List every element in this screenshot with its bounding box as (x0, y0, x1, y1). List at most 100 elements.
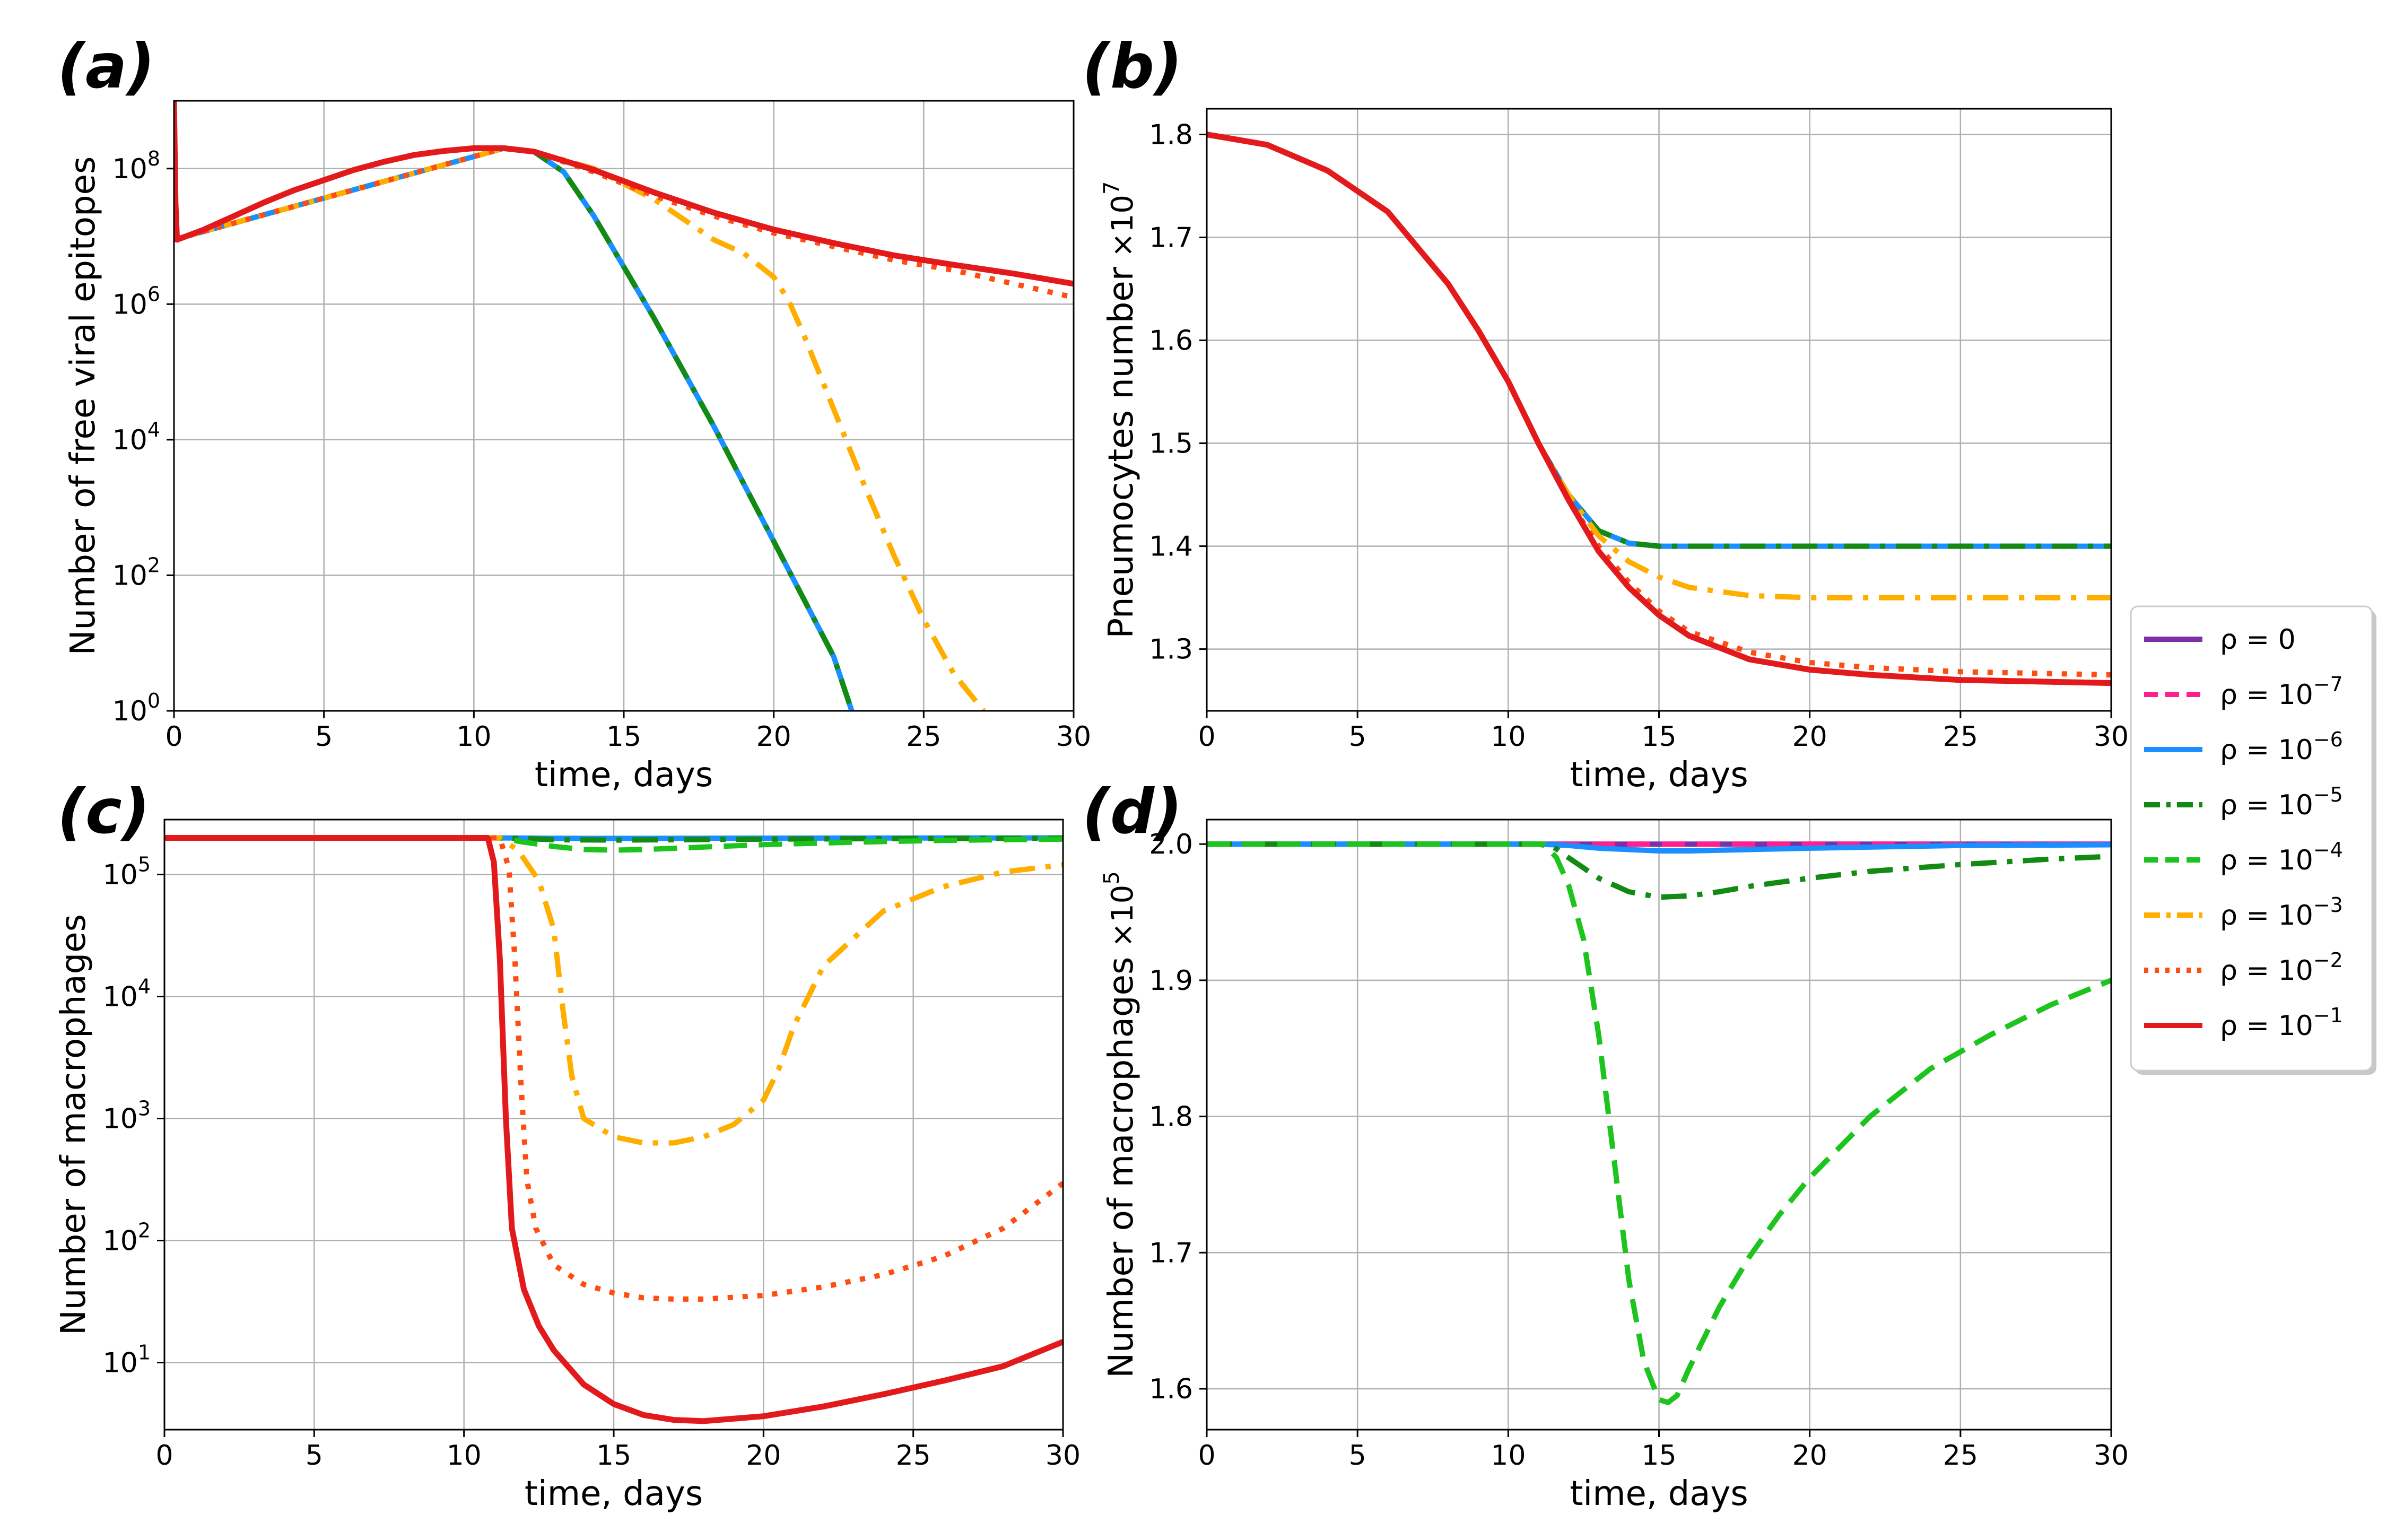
y-tick-label: 1.6 (1149, 1373, 1193, 1405)
series-line-r1 (1207, 132, 2111, 686)
series-group (1207, 841, 2111, 1405)
y-tick-label: 102 (103, 1219, 151, 1257)
panel-label-b: (b) (1082, 31, 1182, 102)
x-tick-label: 10 (456, 721, 491, 753)
y-tick-label: 1.6 (1149, 325, 1193, 357)
y-tick-label: 1.9 (1149, 965, 1193, 997)
x-tick-label: 10 (1491, 721, 1526, 753)
panel-label-d: (d) (1082, 776, 1182, 848)
legend-entry-r6: ρ = 10−6 (2144, 728, 2343, 766)
legend-entry-r7: ρ = 10−7 (2144, 673, 2343, 711)
y-tick-label: 104 (103, 975, 151, 1013)
x-tick-label: 20 (756, 721, 791, 753)
legend-entry-r5: ρ = 10−5 (2144, 783, 2343, 821)
panel-b: (b) 0 5 10 15 20 25 30 1.3 1.4 1.5 1.6 1.7 1.8 time, d… (1082, 31, 2129, 795)
x-tick-label: 5 (1349, 1440, 1366, 1472)
x-axis-label: time, days (1570, 1474, 1748, 1513)
x-tick-label: 25 (1943, 721, 1978, 753)
x-tick-label: 30 (2094, 721, 2129, 753)
y-axis-label: Number of macrophages (54, 914, 93, 1335)
y-axis-label: Number of free viral epitopes (64, 156, 103, 656)
y-tick-label: 103 (103, 1097, 151, 1135)
x-tick-label: 20 (1792, 721, 1827, 753)
y-tick-label: 101 (103, 1341, 151, 1379)
y-tick-label: 2.0 (1149, 829, 1193, 860)
legend-label: ρ = 10−1 (2220, 1004, 2343, 1042)
x-tick-label: 15 (596, 1440, 631, 1472)
x-tick-label: 10 (1491, 1440, 1526, 1472)
y-tick-label: 102 (112, 553, 160, 591)
y-tick-label: 106 (112, 282, 160, 320)
y-tick-label: 1.8 (1149, 1101, 1193, 1133)
series-line-r4 (1207, 841, 2111, 1405)
x-tick-label: 20 (1792, 1440, 1827, 1472)
series-line-r6 (1207, 841, 2111, 854)
legend-label: ρ = 10−6 (2220, 728, 2343, 766)
legend-entry-r0: ρ = 0 (2144, 624, 2296, 656)
y-tick-label: 108 (112, 147, 160, 185)
legend-label: ρ = 10−7 (2220, 673, 2343, 711)
series-group (174, 101, 1074, 711)
x-tick-label: 20 (746, 1440, 781, 1472)
y-tick-label: 1.5 (1149, 428, 1193, 460)
x-tick-label: 25 (1943, 1440, 1978, 1472)
series-line-r5 (1207, 841, 2111, 900)
x-tick-label: 0 (165, 721, 182, 753)
legend-label: ρ = 0 (2220, 624, 2296, 656)
legend-entry-r1: ρ = 10−1 (2144, 1004, 2343, 1042)
series-line-r5 (164, 835, 1063, 843)
x-tick-label: 5 (306, 1440, 323, 1472)
x-tick-label: 15 (1641, 1440, 1676, 1472)
series-line-r6 (174, 145, 855, 711)
x-axis-label: time, days (525, 1474, 703, 1513)
y-tick-label: 1.8 (1149, 119, 1193, 151)
legend-label: ρ = 10−4 (2220, 838, 2343, 876)
panel-label-a: (a) (57, 31, 155, 102)
legend-label: ρ = 10−3 (2220, 893, 2343, 932)
x-tick-label: 30 (1046, 1440, 1081, 1472)
legend-entry-r2: ρ = 10−2 (2144, 949, 2343, 987)
y-tick-label: 1.3 (1149, 634, 1193, 666)
x-tick-label: 30 (1056, 721, 1091, 753)
legend-entry-r4: ρ = 10−4 (2144, 838, 2343, 876)
x-tick-label: 15 (606, 721, 641, 753)
x-tick-label: 0 (1198, 1440, 1215, 1472)
legend-label: ρ = 10−5 (2220, 783, 2343, 821)
y-tick-label: 1.4 (1149, 531, 1193, 563)
series-line-r1 (164, 835, 1063, 1424)
x-tick-label: 15 (1641, 721, 1676, 753)
x-tick-label: 10 (447, 1440, 482, 1472)
x-tick-label: 5 (315, 721, 333, 753)
panel-a: (a) 0 5 10 15 20 25 30 100 102 104 106 108 time, days… (57, 31, 1091, 795)
legend-label: ρ = 10−2 (2220, 949, 2343, 987)
series-group (164, 835, 1063, 1424)
x-tick-label: 0 (155, 1440, 173, 1472)
y-tick-label: 100 (112, 689, 160, 727)
y-axis-label: Number of macrophages ×105 (1100, 871, 1141, 1378)
y-tick-label: 1.7 (1149, 1237, 1193, 1269)
series-line-r1 (174, 101, 1074, 287)
series-line-r3 (164, 835, 1063, 1146)
y-tick-label: 1.7 (1149, 222, 1193, 254)
x-tick-label: 25 (906, 721, 941, 753)
y-axis-label: Pneumocytes number ×107 (1100, 181, 1141, 639)
series-group (1207, 132, 2111, 686)
y-tick-label: 104 (112, 418, 160, 456)
series-line-r3 (174, 145, 986, 711)
series-line-r5 (174, 145, 855, 711)
series-line-r2 (164, 835, 1063, 1302)
x-axis-label: time, days (535, 755, 713, 795)
panel-label-c: (c) (57, 776, 150, 848)
panel-d: (d) 0 5 10 15 20 25 30 1.6 1.7 1.8 1.9 2.0 time, days… (1082, 776, 2129, 1513)
panel-c: (c) 0 5 10 15 20 25 30 101 102 103 104 105 time, days… (54, 776, 1081, 1513)
y-tick-label: 105 (103, 853, 151, 891)
x-tick-label: 0 (1198, 721, 1215, 753)
legend-entry-r3: ρ = 10−3 (2144, 893, 2343, 932)
series-line-r4 (164, 835, 1063, 853)
legend: ρ = 0 ρ = 10−7 ρ = 10−6 ρ = 10−5 ρ = 10−4 ρ =… (2130, 605, 2376, 1075)
series-line-r2 (174, 145, 1074, 300)
legend-box (2130, 605, 2373, 1072)
x-axis-label: time, days (1570, 755, 1748, 795)
x-tick-label: 25 (896, 1440, 931, 1472)
